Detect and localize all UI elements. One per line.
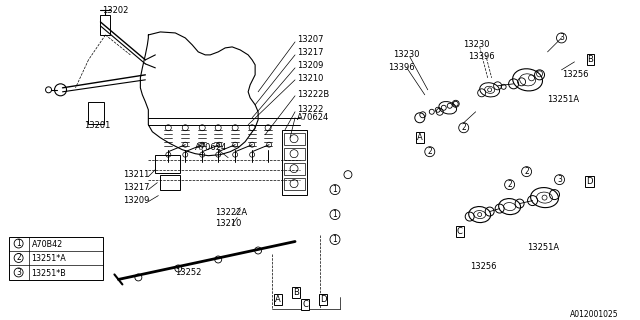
Text: 3: 3: [559, 33, 564, 43]
Text: 13217: 13217: [297, 48, 324, 57]
Text: 13210: 13210: [297, 74, 323, 83]
Text: D: D: [586, 177, 593, 186]
Bar: [8, 236, 104, 280]
Text: 13207: 13207: [297, 36, 324, 44]
Text: 3: 3: [557, 175, 562, 184]
Text: 13201: 13201: [84, 121, 111, 130]
Text: 13251A: 13251A: [527, 243, 560, 252]
Text: 13252: 13252: [175, 268, 202, 277]
Bar: [284, 133, 305, 145]
Bar: [156, 155, 180, 173]
Text: 13396: 13396: [468, 52, 494, 61]
Text: C: C: [457, 227, 463, 236]
Text: 2: 2: [428, 147, 432, 156]
Text: 13211: 13211: [124, 170, 150, 179]
Text: 13209: 13209: [124, 196, 150, 205]
Text: 1: 1: [16, 239, 21, 248]
Text: 13209: 13209: [297, 61, 323, 70]
Bar: [284, 148, 305, 160]
Text: 3: 3: [16, 268, 21, 277]
Text: 13217: 13217: [124, 183, 150, 192]
Text: 1: 1: [333, 235, 337, 244]
Text: C: C: [302, 300, 308, 309]
Bar: [284, 178, 305, 190]
Text: 13210: 13210: [215, 219, 241, 228]
Text: 13222B: 13222B: [297, 90, 330, 99]
Text: 13251*B: 13251*B: [31, 269, 67, 278]
Text: 13202: 13202: [102, 6, 129, 15]
Text: 13222: 13222: [297, 105, 323, 114]
Text: 2: 2: [508, 180, 512, 189]
Bar: [161, 175, 180, 190]
Text: 13256: 13256: [470, 262, 496, 271]
Text: 13230: 13230: [463, 40, 489, 49]
Text: 13256: 13256: [563, 70, 589, 79]
Text: 2: 2: [524, 167, 529, 176]
Text: A012001025: A012001025: [570, 310, 618, 319]
Text: 13396: 13396: [388, 63, 415, 72]
Text: 2: 2: [16, 253, 21, 262]
Text: A: A: [275, 295, 281, 304]
Text: 13230: 13230: [393, 50, 419, 60]
Text: B: B: [293, 288, 299, 297]
Text: 1: 1: [333, 185, 337, 194]
Text: D: D: [320, 295, 326, 304]
Bar: [88, 102, 104, 124]
Bar: [284, 163, 305, 175]
Text: 1: 1: [333, 210, 337, 219]
Text: 2: 2: [461, 123, 466, 132]
Text: B: B: [588, 55, 593, 64]
Text: A70624: A70624: [195, 143, 227, 152]
Bar: [100, 15, 111, 35]
Text: 13251A: 13251A: [548, 95, 580, 104]
Text: A70B42: A70B42: [31, 240, 63, 249]
Text: A: A: [417, 133, 422, 142]
Text: 13251*A: 13251*A: [31, 254, 67, 263]
Text: 13222A: 13222A: [215, 208, 247, 217]
Text: A70624: A70624: [297, 113, 330, 122]
Bar: [282, 130, 307, 195]
